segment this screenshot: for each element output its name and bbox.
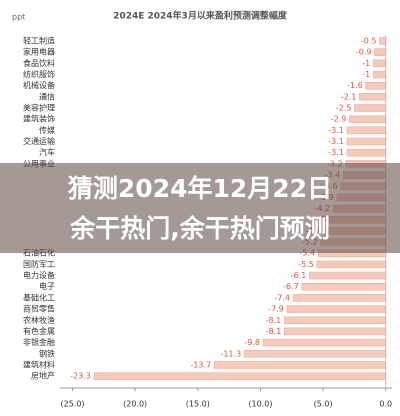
bar: [365, 81, 386, 90]
value-label: -8.1: [266, 327, 282, 336]
bar: [359, 93, 386, 101]
y-tick-label: 机械设备: [23, 80, 55, 90]
y-tick-label: 农林牧渔: [23, 315, 55, 325]
overlay-band: [0, 163, 400, 253]
y-tick-label: 美容护理: [23, 103, 55, 113]
bar: [372, 59, 386, 68]
x-tick-label: (20.0): [123, 400, 147, 409]
y-tick-label: 商贸零售: [23, 304, 55, 314]
x-tick-label: (10.0): [248, 400, 272, 409]
x-tick-label: (15.0): [186, 400, 210, 409]
value-label: -3.1: [328, 126, 344, 135]
bar: [284, 316, 386, 324]
overlay-line: 猜测2024年12月22日: [67, 174, 332, 203]
value-label: -7.4: [274, 293, 290, 302]
bar: [349, 115, 386, 123]
value-label: -23.3: [70, 372, 91, 381]
bar: [243, 350, 386, 358]
y-tick-label: 家用电器: [23, 47, 55, 57]
y-tick-label: 建筑材料: [23, 359, 55, 369]
bar: [292, 294, 386, 302]
y-tick-label: 建筑装饰: [23, 114, 55, 124]
overlay-line: 余干热门,余干热门预测: [69, 214, 330, 243]
value-label: -7.9: [268, 305, 284, 314]
bar: [301, 282, 386, 291]
y-tick-label: 有色金属: [23, 326, 55, 336]
bar: [346, 126, 386, 135]
value-label: -2.9: [331, 115, 347, 124]
bar: [346, 148, 386, 157]
unit-label: ppt: [12, 13, 25, 22]
value-label: -1: [362, 59, 370, 68]
y-tick-label: 非银金融: [23, 337, 55, 347]
value-label: -2.5: [336, 104, 352, 113]
y-tick-label: 交通运输: [23, 136, 55, 146]
bar: [213, 361, 386, 369]
value-label: -6.7: [283, 282, 299, 291]
y-tick-label: 钢铁: [39, 348, 55, 358]
value-label: -0.9: [356, 48, 372, 57]
y-tick-label: 纺织服饰: [23, 69, 55, 79]
chart-title: 2024E 2024年3月以来盈利预测调整幅度: [113, 10, 288, 22]
y-tick-label: 国防军工: [23, 259, 55, 269]
value-label: -6.1: [291, 271, 307, 280]
value-label: -5.5: [298, 260, 314, 269]
value-label: -3.1: [328, 137, 344, 146]
bar: [93, 372, 386, 380]
x-tick-label: 0.0: [379, 400, 392, 409]
value-label: -5.4: [299, 249, 315, 258]
bar: [372, 70, 386, 79]
bar: [309, 271, 386, 280]
value-label: -13.7: [190, 360, 211, 369]
bar: [354, 104, 386, 112]
value-label: -1.6: [347, 81, 363, 90]
value-label: -11.3: [220, 349, 241, 358]
y-tick-label: 传媒: [39, 125, 55, 135]
value-label: -2.1: [341, 92, 357, 101]
bar: [284, 327, 386, 336]
y-tick-label: 电力设备: [23, 270, 55, 280]
y-tick-label: 轻工制造: [23, 36, 55, 46]
value-label: -0.5: [361, 37, 377, 46]
bar: [379, 37, 386, 45]
value-label: -8.1: [266, 316, 282, 325]
bar: [316, 260, 386, 269]
y-tick-label: 食品饮料: [23, 58, 55, 68]
y-tick-label: 电子: [39, 281, 55, 291]
bar: [346, 137, 386, 146]
x-tick-label: (25.0): [60, 400, 84, 409]
y-tick-label: 汽车: [39, 147, 55, 157]
bar: [262, 338, 386, 347]
y-tick-label: 基础化工: [23, 292, 55, 302]
bar: [286, 305, 386, 313]
value-label: -9.8: [244, 338, 260, 347]
value-label: -1: [362, 70, 370, 79]
y-tick-label: 房地产: [31, 371, 55, 381]
y-tick-label: 通信: [39, 91, 55, 101]
bar: [374, 48, 386, 56]
value-label: -3.1: [328, 148, 344, 157]
x-tick-label: (5.0): [314, 400, 333, 409]
